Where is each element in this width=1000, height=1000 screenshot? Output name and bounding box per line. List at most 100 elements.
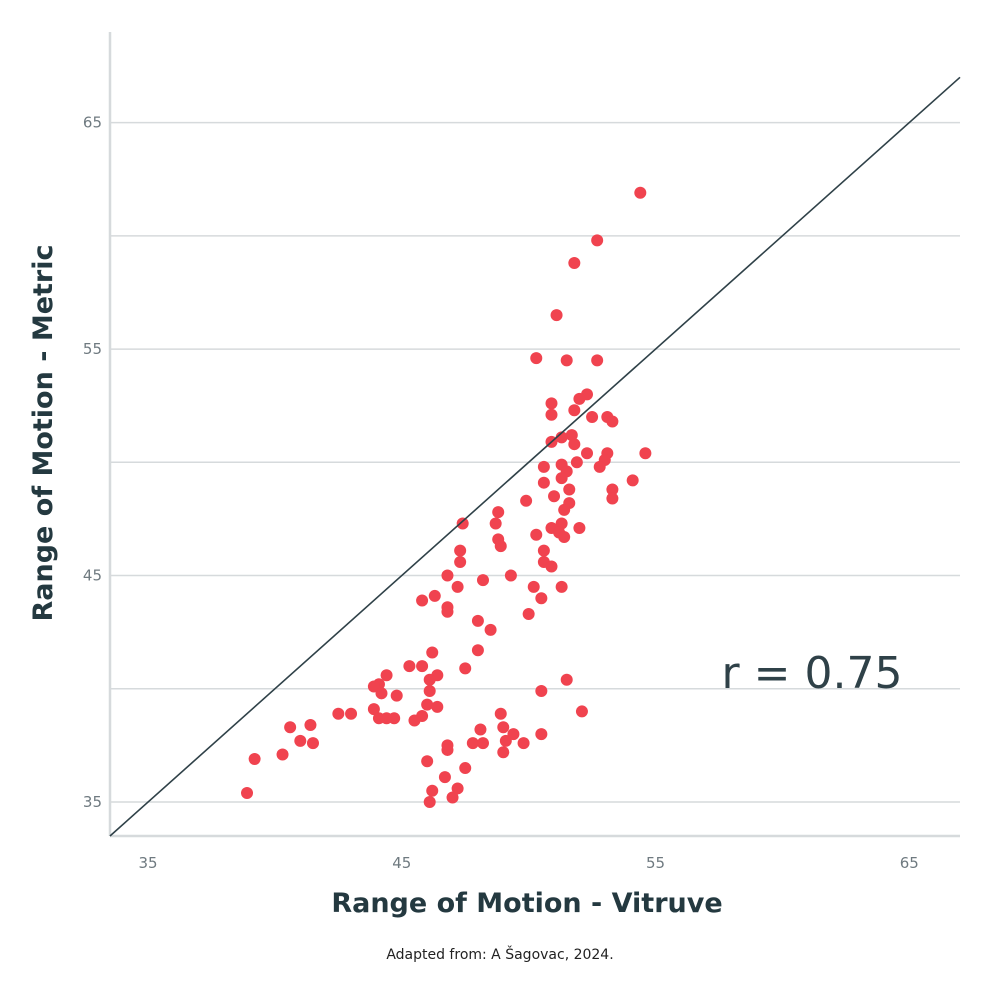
- data-point-119: [423, 796, 436, 809]
- data-point-9: [545, 397, 558, 410]
- data-point-109: [497, 746, 510, 759]
- data-point-98: [497, 721, 510, 734]
- data-point-94: [408, 714, 421, 727]
- x-tick-label-65: 65: [900, 854, 919, 872]
- data-point-84: [431, 700, 444, 713]
- data-point-4: [530, 352, 543, 365]
- data-points: [241, 186, 652, 809]
- data-point-33: [548, 490, 561, 503]
- data-point-99: [535, 728, 548, 741]
- data-point-31: [563, 483, 576, 496]
- data-point-26: [593, 460, 606, 473]
- data-point-117: [241, 786, 254, 799]
- data-point-71: [416, 660, 429, 673]
- data-point-39: [456, 517, 469, 530]
- data-point-103: [466, 737, 479, 750]
- data-point-115: [451, 782, 464, 795]
- data-point-81: [375, 687, 388, 700]
- data-point-106: [517, 737, 530, 750]
- data-point-16: [555, 431, 568, 444]
- data-point-87: [332, 707, 345, 720]
- data-point-43: [573, 521, 586, 534]
- data-point-57: [451, 580, 464, 593]
- data-point-11: [545, 408, 558, 421]
- x-tick-label-35: 35: [139, 854, 158, 872]
- data-point-110: [276, 748, 289, 761]
- data-point-23: [570, 456, 583, 469]
- data-point-15: [565, 429, 578, 442]
- data-point-21: [639, 447, 652, 460]
- identity-line: [109, 76, 961, 837]
- data-point-37: [558, 503, 571, 516]
- data-point-85: [367, 703, 380, 716]
- data-point-3: [550, 309, 563, 322]
- data-point-55: [504, 569, 517, 582]
- data-point-32: [606, 483, 619, 496]
- data-point-65: [522, 608, 535, 621]
- source-note: Adapted from: A Šagovac, 2024.: [386, 947, 614, 963]
- data-point-69: [426, 646, 439, 659]
- data-point-80: [535, 685, 548, 698]
- data-point-68: [471, 644, 484, 657]
- data-point-40: [489, 517, 502, 530]
- data-point-2: [568, 257, 581, 270]
- data-point-35: [520, 494, 533, 507]
- data-point-61: [535, 592, 548, 605]
- data-point-72: [459, 662, 472, 675]
- data-point-50: [537, 544, 550, 557]
- x-axis-title: Range of Motion - Vitruve: [331, 888, 722, 919]
- data-point-112: [421, 755, 434, 768]
- y-tick-label-35: 35: [83, 793, 102, 811]
- data-point-46: [558, 531, 571, 544]
- data-point-101: [294, 734, 307, 747]
- data-point-75: [423, 673, 436, 686]
- x-tick-label-55: 55: [646, 854, 665, 872]
- data-point-116: [426, 784, 439, 797]
- data-point-102: [306, 737, 319, 750]
- data-point-67: [484, 623, 497, 636]
- data-point-60: [428, 589, 441, 602]
- data-point-86: [575, 705, 588, 718]
- y-tick-label-55: 55: [83, 340, 102, 358]
- data-point-41: [555, 517, 568, 530]
- data-point-64: [441, 605, 454, 618]
- data-point-18: [568, 438, 581, 451]
- axes: [108, 32, 960, 838]
- data-point-96: [284, 721, 297, 734]
- data-point-59: [555, 580, 568, 593]
- data-point-83: [421, 698, 434, 711]
- data-point-62: [416, 594, 429, 607]
- data-point-118: [446, 791, 459, 804]
- data-point-104: [476, 737, 489, 750]
- grid-lines: [110, 121, 960, 803]
- data-point-19: [581, 447, 594, 460]
- data-point-12: [586, 411, 599, 424]
- data-point-54: [441, 569, 454, 582]
- data-point-14: [606, 415, 619, 428]
- x-tick-label-45: 45: [392, 854, 411, 872]
- data-point-97: [474, 723, 487, 736]
- y-axis-title: Range of Motion - Metric: [28, 245, 59, 622]
- data-point-74: [380, 669, 393, 682]
- data-point-58: [527, 580, 540, 593]
- data-point-48: [494, 540, 507, 553]
- data-point-79: [423, 685, 436, 698]
- y-tick-label-65: 65: [83, 114, 102, 132]
- data-point-89: [494, 707, 507, 720]
- data-point-95: [304, 719, 317, 732]
- correlation-annotation: r = 0.75: [722, 648, 903, 699]
- data-point-113: [459, 762, 472, 775]
- data-point-6: [591, 354, 604, 367]
- data-point-93: [388, 712, 401, 725]
- data-point-53: [545, 560, 558, 573]
- tick-labels: 35 45 55 65 35 45 55 65: [83, 114, 919, 872]
- data-point-5: [560, 354, 573, 367]
- data-point-105: [499, 734, 512, 747]
- data-point-38: [492, 506, 505, 519]
- data-point-70: [403, 660, 416, 673]
- data-point-51: [454, 555, 467, 568]
- data-point-56: [476, 574, 489, 587]
- data-point-88: [345, 707, 358, 720]
- data-point-25: [537, 460, 550, 473]
